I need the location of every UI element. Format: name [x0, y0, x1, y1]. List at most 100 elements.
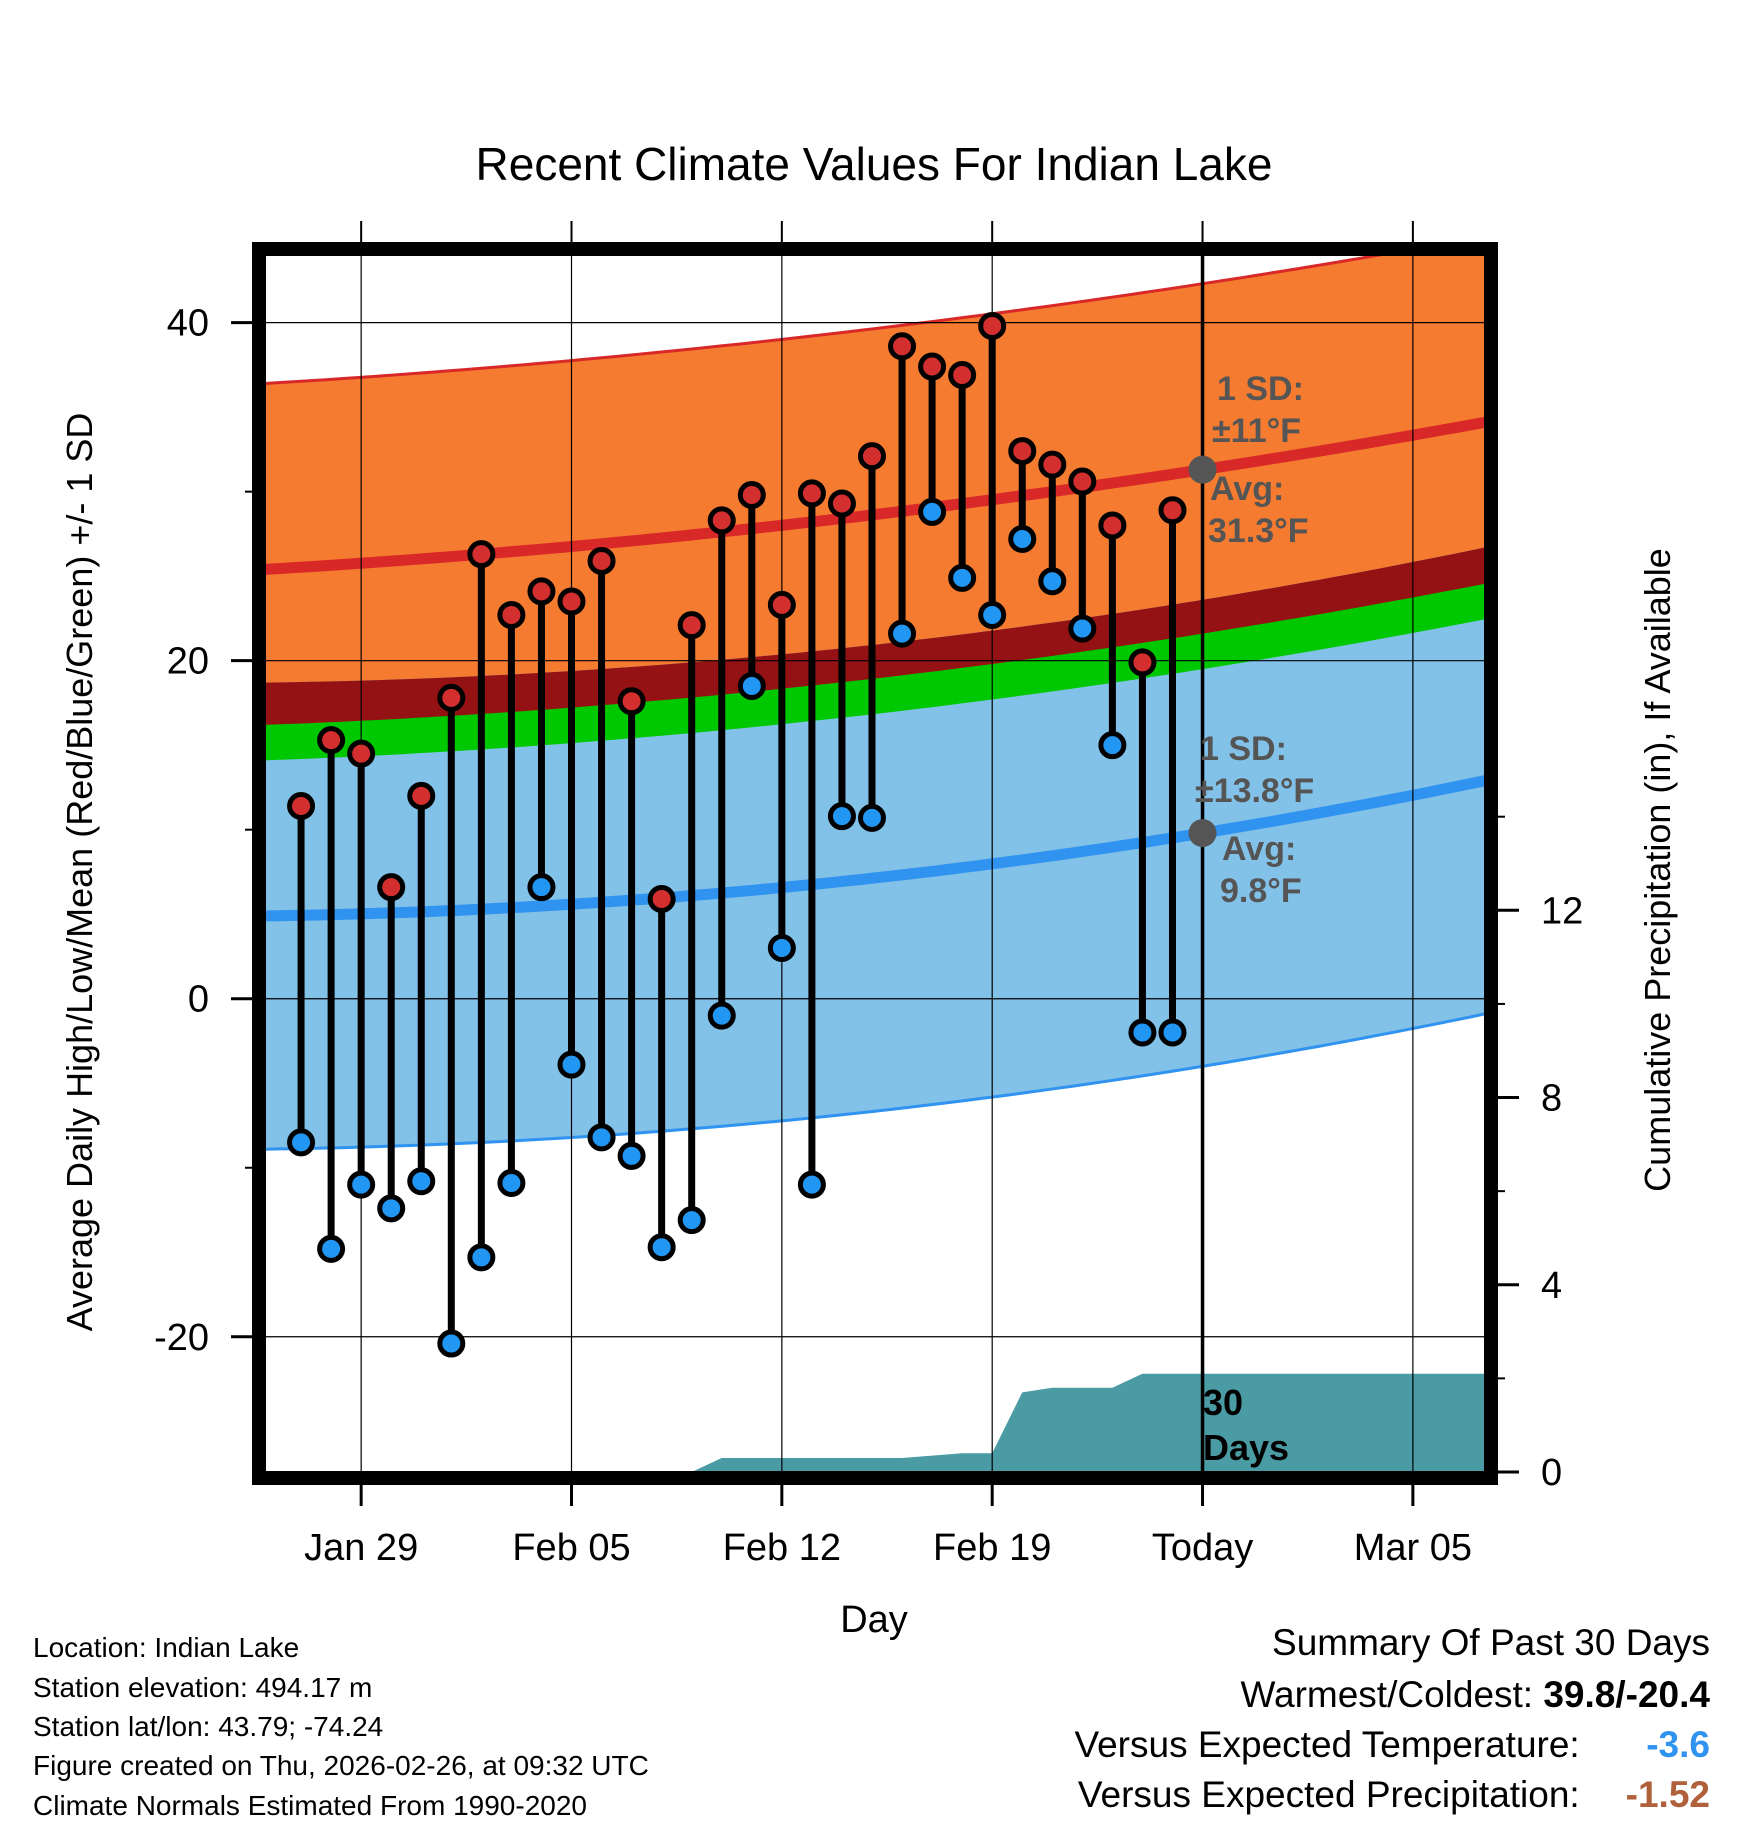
daily-low-point: [737, 672, 766, 701]
daily-low-point: [587, 1123, 616, 1152]
daily-low-point: [857, 803, 886, 832]
daily-low-point: [557, 1050, 586, 1079]
summary-precip: Versus Expected Precipitation: -1.52: [1078, 1774, 1710, 1816]
daily-high-point: [677, 611, 706, 640]
info-location: Location: Indian Lake: [33, 1632, 300, 1663]
info-created: Figure created on Thu, 2026-02-26, at 09…: [33, 1750, 649, 1781]
daily-low-point: [527, 873, 556, 902]
daily-high-point: [797, 479, 826, 508]
daily-low-point: [978, 601, 1007, 630]
plot-frame: [252, 242, 1498, 1485]
daily-high-point: [827, 489, 856, 518]
daily-high-point: [347, 739, 376, 768]
summary-warm-cold-label: Warmest/Coldest:: [1240, 1674, 1534, 1715]
low-sd-value: ±13.8°F: [1195, 772, 1314, 810]
daily-low-point: [1128, 1018, 1157, 1047]
days-count-label: 30: [1203, 1382, 1243, 1423]
info-latlon: Station lat/lon: 43.79; -74.24: [33, 1711, 384, 1742]
daily-low-point: [707, 1001, 736, 1030]
daily-low-point: [347, 1170, 376, 1199]
low-sd-label: 1 SD:: [1200, 730, 1287, 768]
daily-low-point: [1068, 614, 1097, 643]
low-lower-sd-line: [265, 1012, 1485, 1151]
summary-title: Summary Of Past 30 Days: [1272, 1622, 1710, 1663]
summary-precip-label: Versus Expected Precipitation:: [1077, 1774, 1580, 1815]
daily-low-point: [767, 934, 796, 963]
y-axis-label-left: Average Daily High/Low/Mean (Red/Blue/Gr…: [59, 413, 100, 1332]
high-avg-label: Avg:: [1210, 470, 1284, 508]
summary-temp-label: Versus Expected Temperature:: [1074, 1724, 1580, 1765]
daily-high-point: [497, 601, 526, 630]
y-tick-label-left: 40: [167, 303, 209, 345]
daily-low-point: [1038, 567, 1067, 596]
daily-low-point: [647, 1233, 676, 1262]
low-avg-value: 9.8°F: [1220, 872, 1302, 910]
summary-temp-value: -3.6: [1646, 1724, 1710, 1765]
daily-high-point: [527, 577, 556, 606]
y-tick-label-right: 4: [1541, 1265, 1562, 1307]
daily-high-point: [287, 792, 316, 821]
daily-low-point: [287, 1128, 316, 1157]
x-tick-label: Feb 19: [933, 1527, 1051, 1569]
daily-low-point: [377, 1194, 406, 1223]
info-elevation: Station elevation: 494.17 m: [33, 1672, 373, 1703]
daily-high-point: [978, 311, 1007, 340]
daily-high-point: [407, 781, 436, 810]
daily-high-point: [1008, 437, 1037, 466]
info-normals: Climate Normals Estimated From 1990-2020: [33, 1790, 587, 1821]
daily-high-point: [918, 352, 947, 381]
days-unit-label: Days: [1203, 1427, 1289, 1468]
daily-low-point: [1008, 524, 1037, 553]
y-tick-label-right: 0: [1541, 1452, 1562, 1494]
daily-high-point: [767, 590, 796, 619]
daily-low-point: [948, 563, 977, 592]
daily-high-point: [888, 332, 917, 361]
daily-high-point: [948, 361, 977, 390]
high-sd-label: 1 SD:: [1217, 370, 1304, 408]
high-avg-value: 31.3°F: [1208, 512, 1309, 550]
daily-high-point: [1038, 450, 1067, 479]
summary-temp: Versus Expected Temperature: -3.6: [1074, 1724, 1710, 1766]
daily-low-point: [467, 1243, 496, 1272]
summary-warm-cold-value: 39.8/-20.4: [1543, 1674, 1710, 1715]
daily-low-point: [617, 1141, 646, 1170]
daily-high-point: [1158, 496, 1187, 525]
normal-low-line: [265, 775, 1485, 922]
daily-high-point: [617, 687, 646, 716]
daily-low-point: [888, 619, 917, 648]
daily-high-point: [437, 683, 466, 712]
today-high-marker: [1188, 455, 1217, 484]
low-avg-label: Avg:: [1222, 830, 1296, 868]
x-tick-label: Jan 29: [304, 1527, 418, 1569]
x-tick-label: Today: [1152, 1527, 1253, 1569]
y-axis-label-right: Cumulative Precipitation (in), If Availa…: [1637, 548, 1678, 1192]
daily-high-point: [737, 481, 766, 510]
daily-high-point: [557, 587, 586, 616]
daily-low-point: [677, 1206, 706, 1235]
chart-title: Recent Climate Values For Indian Lake: [476, 138, 1273, 190]
daily-low-point: [1158, 1018, 1187, 1047]
summary-warm-cold: Warmest/Coldest: 39.8/-20.4: [1240, 1674, 1710, 1716]
x-tick-label: Feb 12: [723, 1527, 841, 1569]
daily-low-point: [497, 1168, 526, 1197]
daily-high-point: [317, 726, 346, 755]
x-tick-label: Feb 05: [512, 1527, 630, 1569]
high-sd-value: ±11°F: [1212, 412, 1301, 450]
summary-precip-value: -1.52: [1625, 1774, 1710, 1815]
y-tick-label-left: 20: [167, 641, 209, 683]
x-axis-label: Day: [840, 1599, 908, 1641]
daily-high-point: [1068, 467, 1097, 496]
daily-high-point: [857, 442, 886, 471]
precip-area: [265, 1373, 1485, 1472]
daily-high-point: [587, 546, 616, 575]
daily-low-point: [797, 1170, 826, 1199]
daily-low-point: [1098, 731, 1127, 760]
daily-high-point: [707, 506, 736, 535]
y-tick-label-right: 12: [1541, 890, 1583, 932]
high-upper-sd-line: [265, 255, 1389, 385]
daily-low-point: [918, 497, 947, 526]
daily-high-point: [1098, 511, 1127, 540]
daily-high-point: [467, 540, 496, 569]
daily-high-point: [377, 873, 406, 902]
